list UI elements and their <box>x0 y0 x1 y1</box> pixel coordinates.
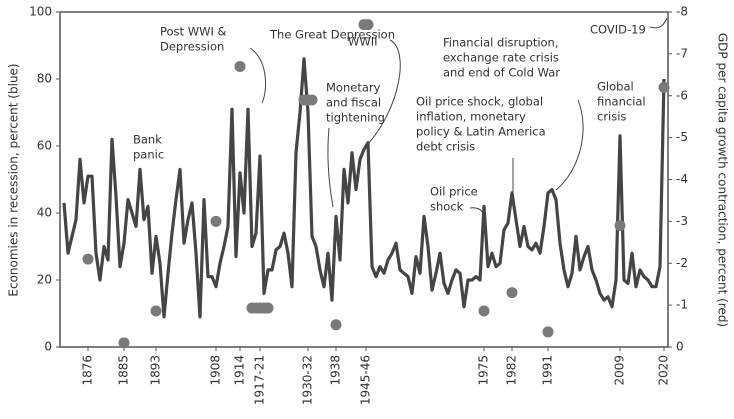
x-tick-label: 1908 <box>209 355 223 386</box>
annotation: and fiscal <box>326 96 381 110</box>
annotation-leader <box>469 207 484 215</box>
annotation: debt crisis <box>416 140 475 154</box>
annotation: Depression <box>160 40 224 54</box>
y2-tick-label: -6 <box>676 88 688 102</box>
contraction-dot <box>506 287 518 299</box>
annotation: Oil price shock, global <box>416 95 543 109</box>
annotation: Post WWI & <box>160 25 227 39</box>
y2-tick-label: -2 <box>676 256 688 270</box>
y-tick-label: 0 <box>44 340 52 354</box>
x-tick-label: 1982 <box>505 355 519 386</box>
y2-tick-label: -7 <box>676 46 688 60</box>
contraction-dot <box>234 60 246 72</box>
annotation: Financial disruption, <box>443 36 559 50</box>
x-tick-label: 1876 <box>81 355 95 386</box>
annotation: financial <box>597 95 646 109</box>
annotation: shock <box>430 200 464 214</box>
y2-tick-label: -1 <box>676 298 688 312</box>
annotation: WWII <box>348 35 378 49</box>
x-tick-label: 1893 <box>149 355 163 386</box>
y-tick-label: 60 <box>37 139 52 153</box>
annotation: Bank <box>133 133 162 147</box>
y2-axis-label: GDP per capita growth contraction, perce… <box>716 33 730 327</box>
x-tick-label: 2009 <box>613 355 627 386</box>
x-tick-label: 1930-32 <box>301 355 315 405</box>
annotation: and end of Cold War <box>443 66 560 80</box>
contraction-dot <box>150 305 162 317</box>
contraction-dot <box>210 215 222 227</box>
contraction-dot <box>306 94 318 106</box>
annotation: Monetary <box>326 81 381 95</box>
x-tick-label: 2020 <box>657 355 671 386</box>
annotation: tightening <box>326 111 385 125</box>
annotation-leader <box>327 127 334 208</box>
x-tick-label: 1885 <box>117 355 131 386</box>
annotation-leader <box>249 47 267 104</box>
x-tick-label: 1991 <box>541 355 555 386</box>
annotation-leader <box>649 17 668 29</box>
annotation: The Great Depression <box>269 28 395 42</box>
annotation: policy & Latin America <box>416 125 546 139</box>
y-tick-label: 40 <box>37 206 52 220</box>
y2-tick-label: 0 <box>676 340 684 354</box>
annotation-leader <box>555 99 584 191</box>
x-tick-label: 1917-21 <box>253 355 267 405</box>
y2-tick-label: -3 <box>676 214 688 228</box>
annotation: COVID-19 <box>590 23 646 37</box>
y2-tick-label: -4 <box>676 172 688 186</box>
annotation: Global <box>597 80 634 94</box>
x-tick-label: 1938 <box>329 355 343 386</box>
contraction-dot <box>658 81 670 93</box>
y2-tick-label: -8 <box>676 5 688 19</box>
y-tick-label: 20 <box>37 273 52 287</box>
annotation: crisis <box>597 110 626 124</box>
contraction-dot <box>118 337 130 349</box>
contraction-dot <box>82 253 94 265</box>
x-tick-label: 1975 <box>477 355 491 386</box>
plot-frame <box>59 11 669 348</box>
y-tick-label: 80 <box>37 72 52 86</box>
contraction-dot <box>330 319 342 331</box>
contraction-dot <box>542 326 554 338</box>
contraction-dot <box>262 302 274 314</box>
contraction-dot <box>614 220 626 232</box>
x-tick-label: 1914 <box>233 355 247 386</box>
contraction-dot <box>362 19 374 31</box>
annotation: exchange rate crisis <box>443 51 559 65</box>
annotation: inflation, monetary <box>416 110 526 124</box>
annotation-leader <box>365 39 401 147</box>
annotation: panic <box>133 148 164 162</box>
y2-tick-label: -5 <box>676 130 688 144</box>
y-tick-label: 100 <box>29 5 52 19</box>
contraction-dot <box>478 305 490 317</box>
recession-line <box>62 57 666 319</box>
annotation: Oil price <box>430 185 478 199</box>
y-axis-label: Economies in recession, percent (blue) <box>7 63 21 296</box>
x-tick-label: 1945-46 <box>359 355 373 405</box>
